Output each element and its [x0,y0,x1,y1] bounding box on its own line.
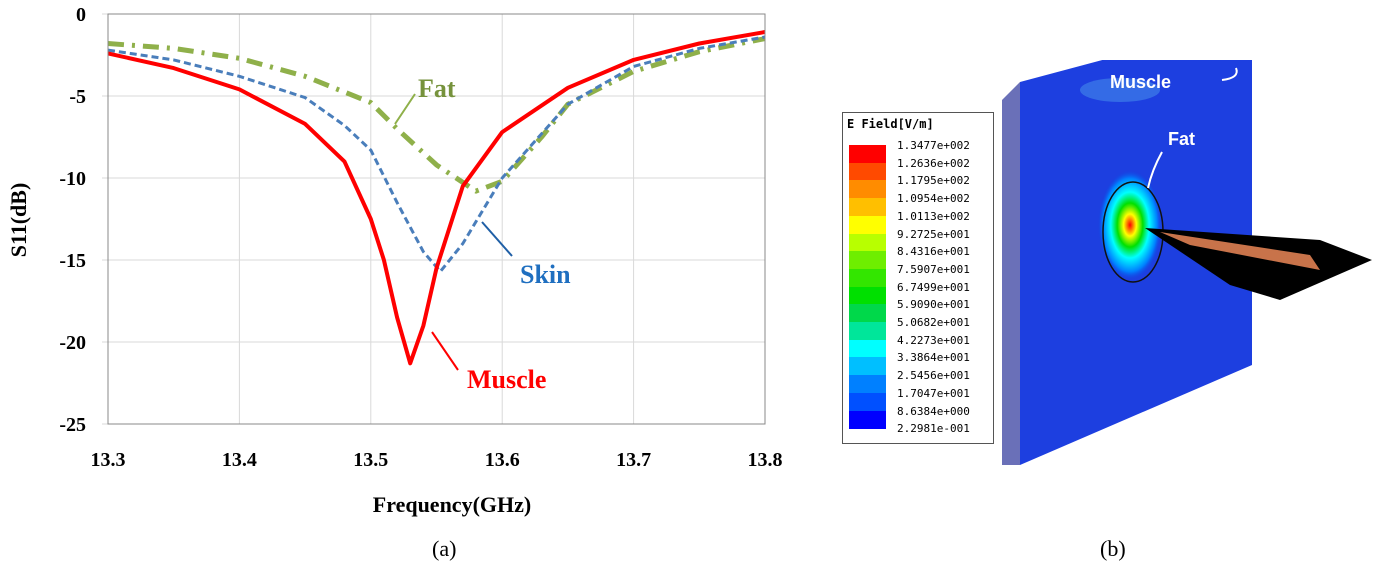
series-muscle-line [107,30,766,366]
legend-row: 1.0113e+002 [849,210,989,234]
y-tick-label: 0 [76,4,86,26]
caption-a: (a) [432,536,457,561]
x-tick-label: 13.5 [353,449,388,471]
muscle-pointer [431,331,459,371]
phantom-edge [1002,82,1020,465]
y-tick-label: -5 [69,86,86,108]
legend-row: 3.3864e+001 [849,351,989,376]
legend-swatch [849,304,886,323]
legend-swatch [849,251,886,270]
legend-row: 1.1795e+002 [849,174,989,199]
field-render: Muscle Fat [1002,60,1372,465]
legend-value: 1.0954e+002 [897,192,970,206]
x-tick-label: 13.3 [91,449,126,471]
legend-swatch [849,357,886,376]
x-tick-label: 13.6 [485,449,520,471]
legend-swatch [849,286,886,305]
legend-row: 6.7499e+001 [849,281,989,305]
legend-value: 6.7499e+001 [897,280,970,294]
legend-value: 8.4316e+001 [897,245,970,259]
legend-row: 9.2725e+001 [849,228,989,252]
legend-row: 2.5456e+001 [849,369,989,394]
plot-frame [107,13,766,425]
legend-value: 5.0682e+001 [897,316,970,329]
x-axis-label: Frequency(GHz) [373,492,531,517]
legend-value: 8.6384e+000 [897,404,970,418]
tick-labels: 13.3 13.4 13.5 13.6 13.7 13.8 0 -5 -10 -15 -20 -25 [59,4,782,471]
series-skin-line [107,35,766,273]
legend-value: 1.7047e+001 [897,386,970,400]
muscle-annotation: Muscle [467,365,546,394]
fat-pointer [394,93,416,125]
legend-swatch [849,233,886,252]
s11-chart: 13.3 13.4 13.5 13.6 13.7 13.80-5-10-15-20-25 … [6,4,783,517]
x-tick-label: 13.7 [616,449,651,471]
legend-title: E Field[V/m] [847,117,934,131]
y-tick-label: -10 [59,168,86,190]
legend-value: 1.0113e+002 [897,209,970,223]
legend-row: 5.0682e+001 [849,316,989,340]
fat-label: Fat [1168,129,1195,149]
legend-row: 7.5907e+001 [849,263,989,287]
legend-value: 2.2981e-001 [897,422,970,436]
legend-swatch [849,339,886,358]
legend-value: 1.3477e+002 [897,139,970,152]
y-tick-label: -25 [59,414,86,436]
legend-swatch [849,162,886,181]
legend-value: 2.5456e+001 [897,369,970,383]
skin-annotation: Skin [520,260,571,289]
legend-row: 1.0954e+002 [849,192,989,217]
legend-swatch [849,145,886,163]
legend-value: 5.9090e+001 [897,298,970,312]
field-legend: E Field[V/m] 1.3477e+002 1.2636e+002 1.179… [842,112,994,444]
legend-value: 1.1795e+002 [897,174,970,188]
legend-value: 3.3864e+001 [897,351,970,365]
antenna-trace [1160,232,1320,270]
legend-value: 7.5907e+001 [897,262,970,276]
caption-b: (b) [1100,536,1126,561]
legend-swatch [849,392,886,411]
legend-value: 4.2273e+001 [897,333,970,347]
x-tick-label: 13.4 [222,449,257,471]
y-tick-label: -20 [59,332,86,354]
legend-swatch [849,375,886,394]
y-axis-label: S11(dB) [6,183,31,258]
legend-row: 2.2981e-001 [849,422,989,444]
legend-swatch [849,410,886,429]
legend-swatch [849,268,886,287]
legend-value: 9.2725e+001 [897,227,970,241]
legend-row: 4.2273e+001 [849,334,989,358]
legend-row: 1.3477e+002 [849,139,989,163]
legend-row: 8.4316e+001 [849,245,989,270]
legend-row: 5.9090e+001 [849,298,989,323]
legend-swatch [849,180,886,199]
legend-row: 1.2636e+002 [849,157,989,181]
x-tick-label: 13.8 [748,449,783,471]
legend-value: 1.2636e+002 [897,156,970,170]
field-hotspot [1098,170,1162,280]
legend-swatch [849,322,886,340]
y-tick-label: -15 [59,250,86,272]
legend-row: 1.7047e+001 [849,387,989,411]
legend-swatch [849,198,886,217]
series-lines [107,30,766,366]
legend-swatch [849,215,886,234]
fat-annotation: Fat [418,74,456,103]
legend-row: 8.6384e+000 [849,405,989,429]
series-fat-line [107,36,766,194]
muscle-label: Muscle [1110,72,1171,92]
skin-pointer [481,221,513,257]
